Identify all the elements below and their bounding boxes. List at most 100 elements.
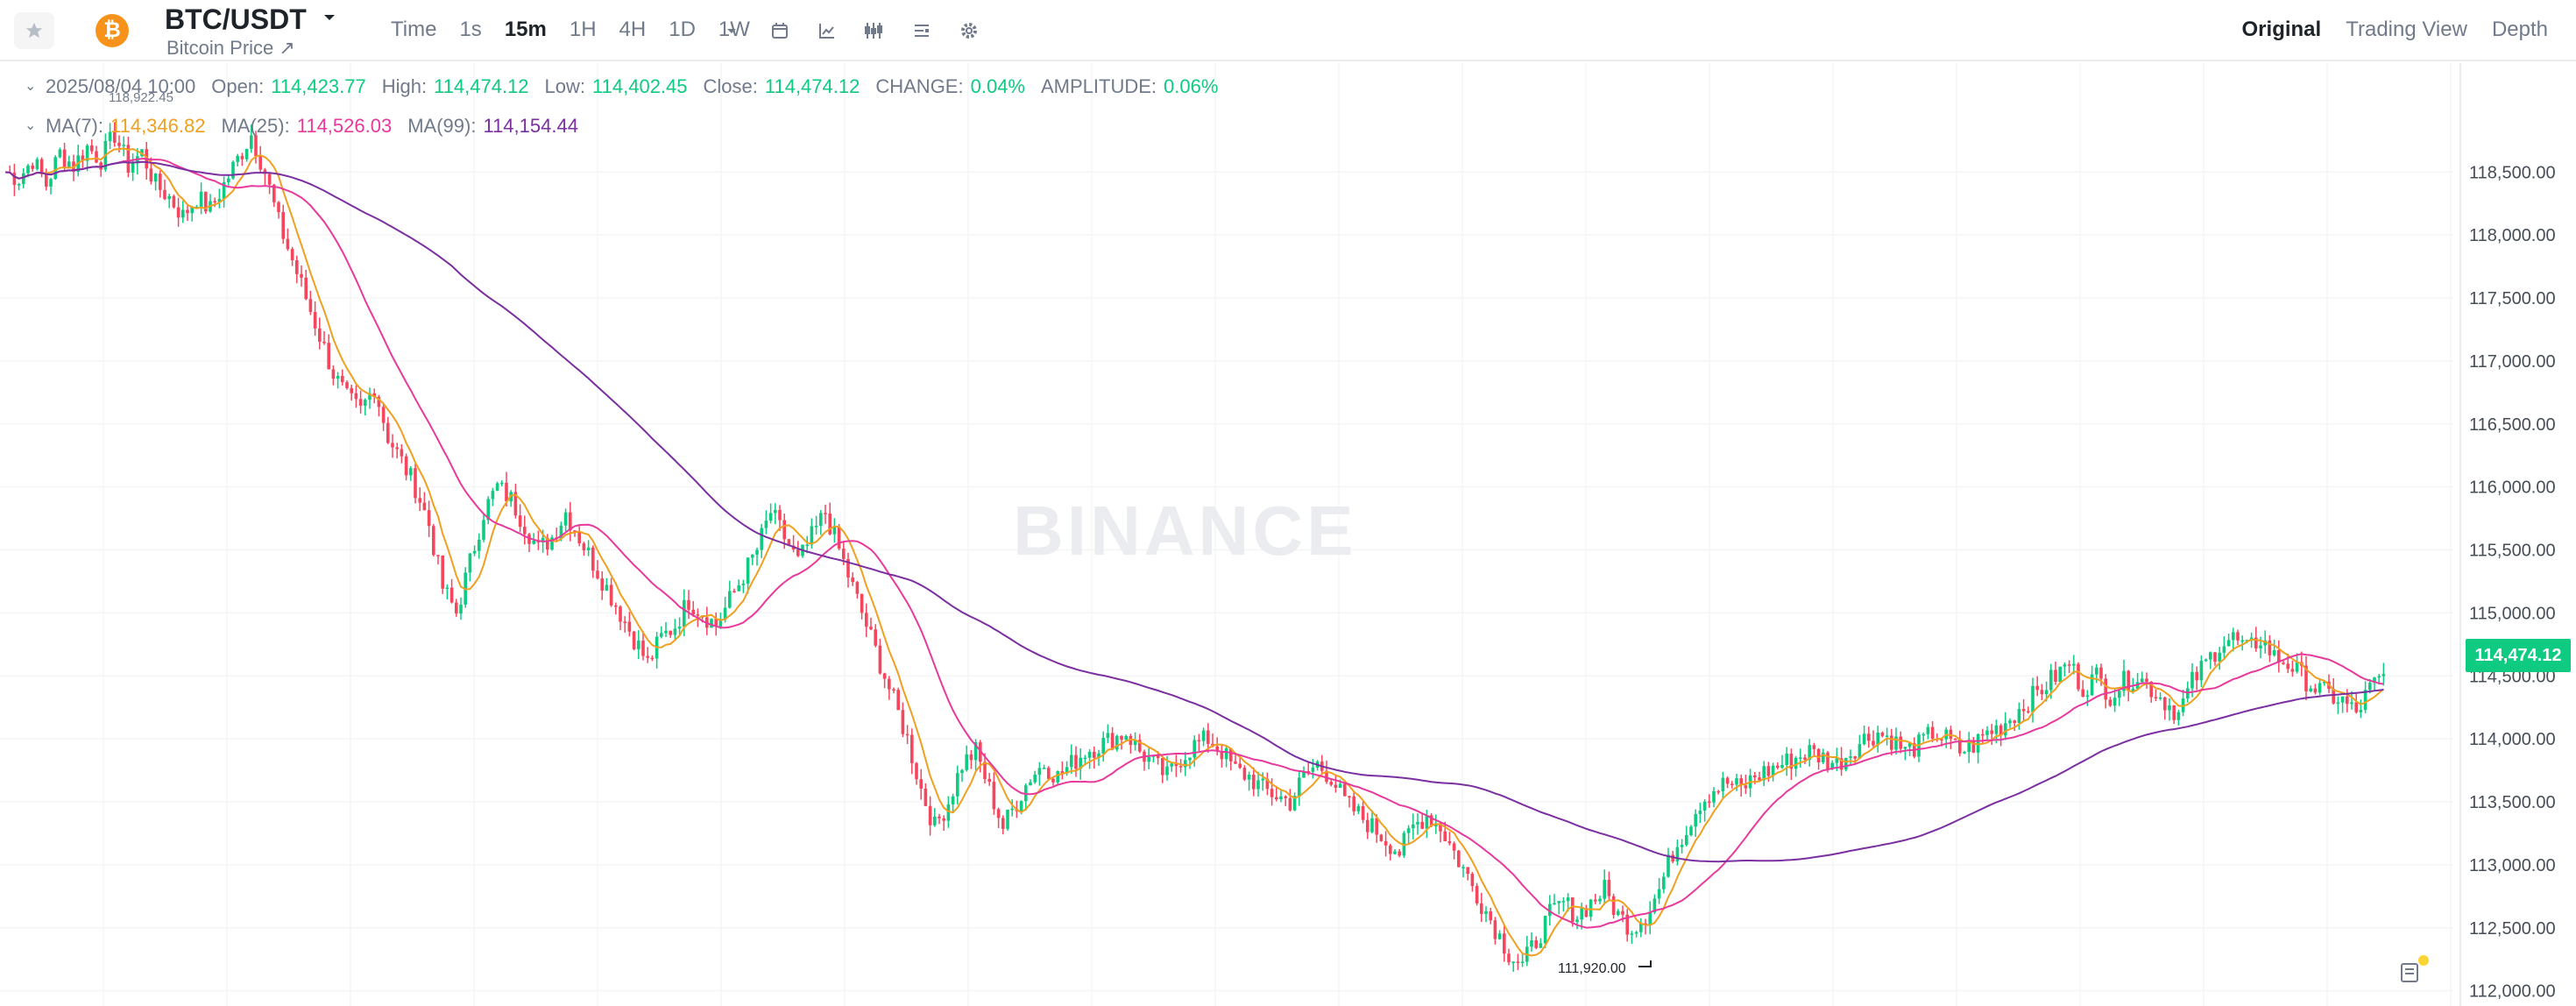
candle xyxy=(2058,666,2062,684)
ohlc-collapse-chevron-icon[interactable]: ⌄ xyxy=(25,79,37,94)
candle xyxy=(1366,812,1369,840)
candle xyxy=(774,503,777,525)
candle xyxy=(395,443,399,459)
candle xyxy=(1361,801,1365,824)
candle xyxy=(650,655,655,662)
candlestick-chart[interactable]: 118,500.00 118,000.00 117,500.00 117,000.00… xyxy=(0,63,2576,1006)
candle xyxy=(49,177,53,195)
indicator-icon[interactable] xyxy=(814,18,840,44)
candle xyxy=(1539,938,1543,948)
interval-1h[interactable]: 1H xyxy=(569,18,597,41)
candle xyxy=(2272,639,2276,657)
candle xyxy=(1242,765,1247,782)
candle xyxy=(2268,634,2272,662)
candle xyxy=(1603,869,1606,904)
chart-grid xyxy=(0,63,2453,1006)
candle xyxy=(2004,712,2007,740)
view-tab-depth[interactable]: Depth xyxy=(2491,18,2548,41)
calendar-icon[interactable] xyxy=(767,18,793,44)
layout-icon[interactable] xyxy=(909,18,935,44)
candle xyxy=(459,597,463,620)
view-tab-trading-view[interactable]: Trading View xyxy=(2346,18,2467,41)
ma25-label: MA(25): xyxy=(221,115,290,137)
candle xyxy=(915,762,918,785)
trading-pair-title[interactable]: BTC/USDT xyxy=(165,4,307,35)
candle xyxy=(2040,684,2044,701)
notes-icon[interactable] xyxy=(2397,960,2422,985)
more-intervals-dropdown-icon[interactable] xyxy=(718,18,745,44)
price-chart-area[interactable]: 118,500.00 118,000.00 117,500.00 117,000.00… xyxy=(0,63,2576,1006)
ma-collapse-chevron-icon[interactable]: ⌄ xyxy=(25,118,37,133)
candle xyxy=(837,524,841,550)
candle xyxy=(2067,660,2071,674)
candle xyxy=(1070,744,1073,774)
candle xyxy=(1644,918,1647,935)
candle xyxy=(2081,680,2084,698)
candle xyxy=(145,142,148,180)
high-value: 114,474.12 xyxy=(434,75,529,97)
candle xyxy=(1780,754,1784,769)
candle xyxy=(2176,710,2181,726)
candle xyxy=(1120,735,1123,750)
settings-gear-icon[interactable] xyxy=(956,18,982,44)
candle xyxy=(2226,634,2231,647)
candle xyxy=(254,131,258,164)
candle xyxy=(381,403,386,431)
candle xyxy=(2204,658,2208,662)
candle xyxy=(1913,737,1916,759)
candle xyxy=(1138,733,1142,754)
candle xyxy=(1758,771,1761,782)
candle xyxy=(569,501,572,542)
candle xyxy=(1384,831,1388,857)
candle xyxy=(35,157,39,171)
candle xyxy=(1320,754,1324,775)
candle xyxy=(1822,748,1825,765)
candle xyxy=(591,545,595,578)
favorite-star-button[interactable] xyxy=(14,12,54,49)
open-value: 114,423.77 xyxy=(271,75,366,97)
candle xyxy=(577,526,581,547)
candle xyxy=(1101,731,1105,762)
y-tick-label: 117,500.00 xyxy=(2469,289,2556,308)
interval-15m[interactable]: 15m xyxy=(504,18,547,41)
candle xyxy=(1890,728,1893,755)
candle xyxy=(938,813,941,825)
candle xyxy=(746,557,750,594)
interval-time[interactable]: Time xyxy=(391,18,437,41)
pair-subtitle-link[interactable]: Bitcoin Price ↗ xyxy=(166,37,295,59)
candle xyxy=(322,330,326,345)
candle xyxy=(231,160,235,181)
candle xyxy=(472,545,477,556)
candle xyxy=(2218,647,2221,670)
candle xyxy=(108,123,112,150)
candle xyxy=(1716,790,1720,795)
candle xyxy=(290,246,294,266)
view-tab-original[interactable]: Original xyxy=(2241,18,2322,41)
candle-type-icon[interactable] xyxy=(860,18,887,44)
candle xyxy=(131,153,135,181)
candle xyxy=(1639,918,1643,938)
candle xyxy=(563,508,568,532)
chart-toolbar: ₿ BTC/USDT Bitcoin Price ↗ Time 1s 15m 1… xyxy=(0,0,2576,61)
candle xyxy=(62,142,67,171)
interval-4h[interactable]: 4H xyxy=(619,18,647,41)
candle xyxy=(755,547,759,566)
close-label: Close: xyxy=(703,75,758,97)
candle xyxy=(1115,734,1119,752)
candle xyxy=(2158,691,2162,701)
candle xyxy=(1201,727,1206,747)
candle xyxy=(741,579,746,593)
candle xyxy=(1389,843,1392,861)
candle xyxy=(1625,909,1629,942)
candle xyxy=(1060,761,1065,780)
candle xyxy=(1006,809,1009,832)
candle xyxy=(2381,662,2386,686)
candle xyxy=(2340,696,2345,713)
interval-1s[interactable]: 1s xyxy=(459,18,482,41)
pair-dropdown-caret-icon[interactable] xyxy=(321,9,338,26)
interval-1d[interactable]: 1D xyxy=(669,18,696,41)
candle xyxy=(345,380,349,390)
candle xyxy=(1461,864,1465,878)
candle xyxy=(1694,809,1697,838)
ohlc-time: 2025/08/04 10:00 xyxy=(46,75,196,97)
